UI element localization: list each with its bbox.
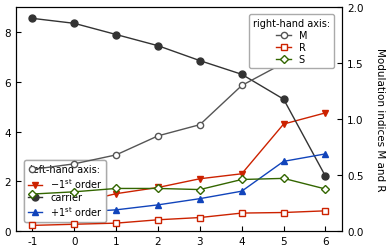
carrier [239, 74, 244, 76]
$+1^{\rm st}$ order [281, 160, 286, 163]
carrier [72, 23, 77, 26]
S [114, 187, 119, 190]
$-1^{\rm st}$ order [114, 192, 119, 196]
$+1^{\rm st}$ order [156, 204, 160, 206]
$-1^{\rm st}$ order [72, 202, 77, 205]
S [323, 188, 328, 191]
carrier [198, 60, 202, 63]
$-1^{\rm st}$ order [323, 112, 328, 115]
carrier [156, 45, 160, 48]
R [281, 211, 286, 214]
Y-axis label: Modulation indices M and R: Modulation indices M and R [375, 48, 385, 191]
M [114, 154, 119, 157]
Line: S: S [29, 176, 329, 198]
$-1^{\rm st}$ order [30, 205, 35, 208]
$+1^{\rm st}$ order [30, 214, 35, 216]
S [72, 190, 77, 194]
R [198, 216, 202, 219]
Line: R: R [29, 208, 329, 229]
carrier [114, 34, 119, 37]
R [30, 224, 35, 227]
M [281, 62, 286, 65]
$+1^{\rm st}$ order [323, 153, 328, 156]
S [198, 188, 202, 191]
Line: $-1^{\rm st}$ order: $-1^{\rm st}$ order [29, 110, 329, 210]
S [156, 187, 160, 190]
R [239, 212, 244, 215]
carrier [323, 175, 328, 178]
$-1^{\rm st}$ order [156, 186, 160, 189]
R [156, 218, 160, 222]
M [323, 49, 328, 52]
Legend: $-1^{\rm st}$ order, carrier, $+1^{\rm st}$ order: $-1^{\rm st}$ order, carrier, $+1^{\rm s… [24, 161, 106, 222]
$-1^{\rm st}$ order [239, 172, 244, 176]
carrier [281, 98, 286, 101]
$-1^{\rm st}$ order [281, 123, 286, 126]
M [239, 85, 244, 88]
Legend: M, R, S: M, R, S [249, 15, 334, 68]
M [72, 163, 77, 166]
Line: M: M [29, 48, 329, 173]
carrier [30, 18, 35, 21]
Line: $+1^{\rm st}$ order: $+1^{\rm st}$ order [29, 151, 329, 218]
R [72, 223, 77, 226]
$+1^{\rm st}$ order [198, 197, 202, 200]
M [156, 135, 160, 138]
S [239, 178, 244, 181]
S [30, 193, 35, 196]
R [323, 210, 328, 212]
$-1^{\rm st}$ order [198, 178, 202, 180]
$+1^{\rm st}$ order [239, 190, 244, 193]
R [114, 222, 119, 225]
M [198, 124, 202, 127]
$+1^{\rm st}$ order [114, 208, 119, 212]
$+1^{\rm st}$ order [72, 211, 77, 214]
S [281, 177, 286, 180]
Line: carrier: carrier [29, 16, 329, 180]
M [30, 168, 35, 171]
